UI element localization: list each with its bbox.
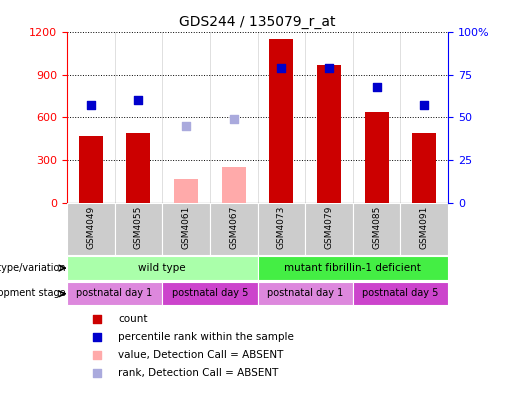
Bar (174, 179, 198, 203)
Point (182, 123, 190, 129)
Bar (353, 203, 401, 255)
Text: postnatal day 1: postnatal day 1 (267, 288, 344, 298)
Text: rank, Detection Call = ABSENT: rank, Detection Call = ABSENT (118, 367, 279, 378)
Bar (67, 257, 258, 280)
Bar (258, 282, 353, 305)
Bar (114, 203, 162, 255)
Text: value, Detection Call = ABSENT: value, Detection Call = ABSENT (118, 350, 284, 360)
Text: count: count (118, 314, 148, 324)
Text: postnatal day 1: postnatal day 1 (76, 288, 153, 298)
Bar (413, 133, 436, 203)
Bar (210, 203, 258, 255)
Text: GSM4085: GSM4085 (372, 206, 381, 249)
Point (230, 116, 238, 122)
Text: GSM4055: GSM4055 (134, 206, 143, 249)
Text: GSM4061: GSM4061 (182, 206, 191, 249)
Text: GSM4049: GSM4049 (87, 206, 95, 249)
Bar (162, 203, 210, 255)
Bar (317, 65, 341, 203)
Title: GDS244 / 135079_r_at: GDS244 / 135079_r_at (179, 15, 336, 29)
Bar (353, 282, 448, 305)
Text: GSM4067: GSM4067 (229, 206, 238, 249)
Bar (258, 203, 305, 255)
Point (277, 65, 285, 71)
Text: development stage: development stage (0, 288, 66, 298)
Bar (67, 282, 162, 305)
Bar (258, 257, 448, 280)
Bar (162, 282, 258, 305)
Bar (305, 203, 353, 255)
Point (87, 102, 95, 109)
Point (134, 97, 143, 103)
Text: GSM4079: GSM4079 (324, 206, 333, 249)
Text: GSM4073: GSM4073 (277, 206, 286, 249)
Text: percentile rank within the sample: percentile rank within the sample (118, 332, 294, 342)
Text: GSM4091: GSM4091 (420, 206, 428, 249)
Bar (67, 203, 115, 255)
Text: wild type: wild type (139, 263, 186, 272)
Bar (79, 136, 102, 203)
Text: genotype/variation: genotype/variation (0, 263, 66, 272)
Bar (365, 112, 388, 203)
Point (325, 65, 333, 71)
Text: mutant fibrillin-1 deficient: mutant fibrillin-1 deficient (284, 263, 421, 272)
Point (420, 102, 428, 109)
Point (372, 84, 381, 90)
Bar (269, 39, 293, 203)
Text: postnatal day 5: postnatal day 5 (362, 288, 439, 298)
Bar (127, 133, 150, 203)
Bar (401, 203, 448, 255)
Text: postnatal day 5: postnatal day 5 (171, 288, 248, 298)
Bar (222, 168, 246, 203)
